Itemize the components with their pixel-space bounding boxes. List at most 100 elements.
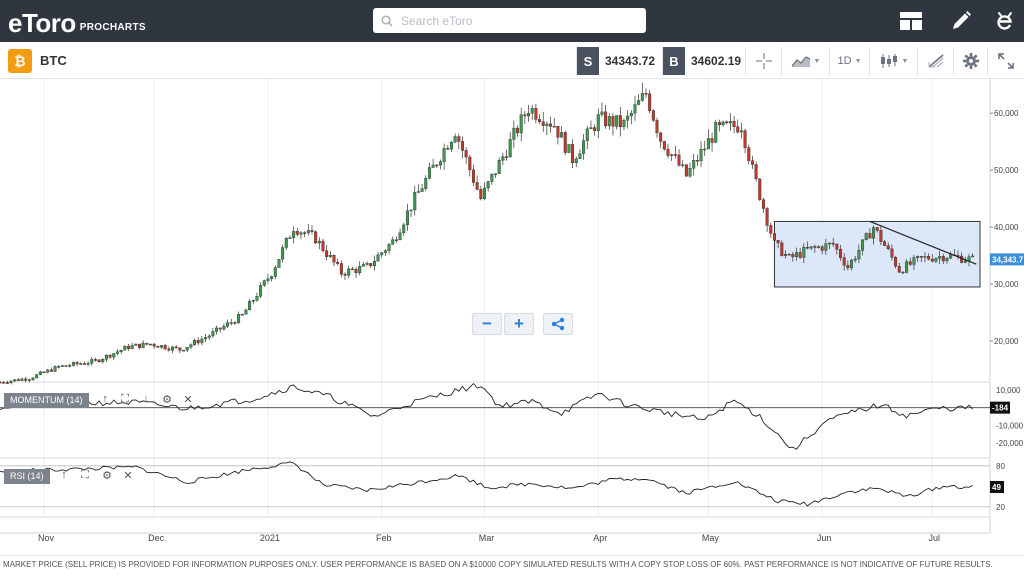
settings-button[interactable] [953,47,987,75]
etoro-logo[interactable]: eToro PROCHARTS [8,4,146,38]
candle-body [394,239,398,241]
gear-icon [962,53,979,69]
trendline[interactable] [869,220,977,265]
interval-label: 1D [837,55,852,67]
search-box[interactable] [373,8,646,33]
close-icon[interactable]: ✕ [123,470,133,482]
candle-body [732,121,736,127]
etoro-e-icon[interactable] [990,6,1020,36]
drawing-tools-button[interactable] [917,47,953,75]
price-range-box[interactable] [773,220,981,288]
last-price-label: 34,343.7 [992,255,1024,264]
price-tick-label: 50,000 [994,166,1019,175]
candle-body [347,268,351,276]
candle-body [721,121,725,126]
candle-body [706,138,710,150]
candle-body [802,247,806,258]
candle-body [651,110,655,121]
search-input[interactable] [401,13,631,28]
sell-price-button[interactable]: S 34343.72 [576,47,661,75]
arrow-up-icon[interactable]: ↑ [61,469,67,481]
candle-body [743,130,747,148]
interval-dropdown[interactable]: 1D ▼ [829,47,869,75]
candle-body [890,248,894,258]
candle-body [314,231,318,244]
candle-body [299,232,303,235]
candle-body [684,164,688,177]
candle-body [438,161,442,166]
candle-body [163,345,167,350]
candle-body [600,111,604,115]
close-icon[interactable]: ✕ [183,394,193,406]
candle-body [761,199,765,209]
gear-icon[interactable]: ⚙ [162,394,172,406]
resize-icon[interactable]: ⛶ [121,393,129,405]
candle-body [897,266,901,273]
momentum-value-badge [990,401,1010,414]
candle-body [905,261,909,273]
layout-icon[interactable] [896,6,926,36]
chevron-down-icon: ▼ [901,57,909,65]
candle-body [38,371,42,375]
search-icon [373,14,401,27]
momentum-tick-label: -10,000 [996,421,1024,430]
candle-body [86,363,90,365]
crosshair-button[interactable] [745,47,781,75]
candle-body [460,141,464,151]
candle-body [516,127,520,134]
candle-body [618,115,622,128]
candle-body [681,164,685,166]
candle-style-button[interactable]: ▼ [869,47,917,75]
chart-type-button[interactable]: ▼ [781,47,829,75]
candle-body [776,240,780,244]
candle-body [593,127,597,131]
gear-icon[interactable]: ⚙ [102,470,112,482]
candle-body [574,158,578,164]
candle-body [794,252,798,257]
candle-body [383,250,387,253]
candle-body [244,309,248,315]
candle-body [596,114,600,131]
candle-body [248,301,252,311]
candle-body [343,274,347,276]
candle-body [725,121,729,124]
candle-body [813,246,817,248]
momentum-tick-label: 10,000 [996,386,1021,395]
candle-body [402,224,406,234]
arrow-down-icon[interactable]: ↓ [143,393,149,405]
resize-icon[interactable]: ⛶ [81,469,89,481]
candle-body [611,116,615,127]
candle-body [879,230,883,242]
candle-body [930,258,934,262]
time-tick-label: Feb [376,533,392,543]
candle-body [497,160,501,174]
candle-body [185,346,189,351]
candle-body [490,173,494,182]
chart-grid [0,79,991,534]
candle-body [226,322,230,327]
candle-body [677,154,681,166]
candle-body [53,366,57,372]
candle-body [457,136,461,142]
candle-body [875,227,879,231]
price-chart[interactable]: 10,000 -10,000 -20,000 -184 80 20 49 60,000 50… [0,79,1024,555]
chevron-down-icon: ▼ [813,57,821,65]
candle-body [64,365,68,367]
arrow-up-icon[interactable]: ↑ [102,393,108,405]
fullscreen-button[interactable] [987,47,1024,75]
candle-body [336,261,340,264]
candle-body [328,255,332,257]
candle-body [567,144,571,153]
candle-body [380,252,384,256]
pencil-icon[interactable] [946,6,976,36]
zoom-in-button[interactable]: + [504,313,534,335]
share-button[interactable] [543,313,573,335]
candle-body [666,148,670,156]
zoom-out-button[interactable]: − [472,313,502,335]
candle-body [505,156,509,158]
candle-body [934,258,938,262]
buy-price-button[interactable]: B 34602.19 [662,47,747,75]
candle-body [68,365,72,367]
candle-body [119,349,123,352]
candle-body [42,371,46,374]
